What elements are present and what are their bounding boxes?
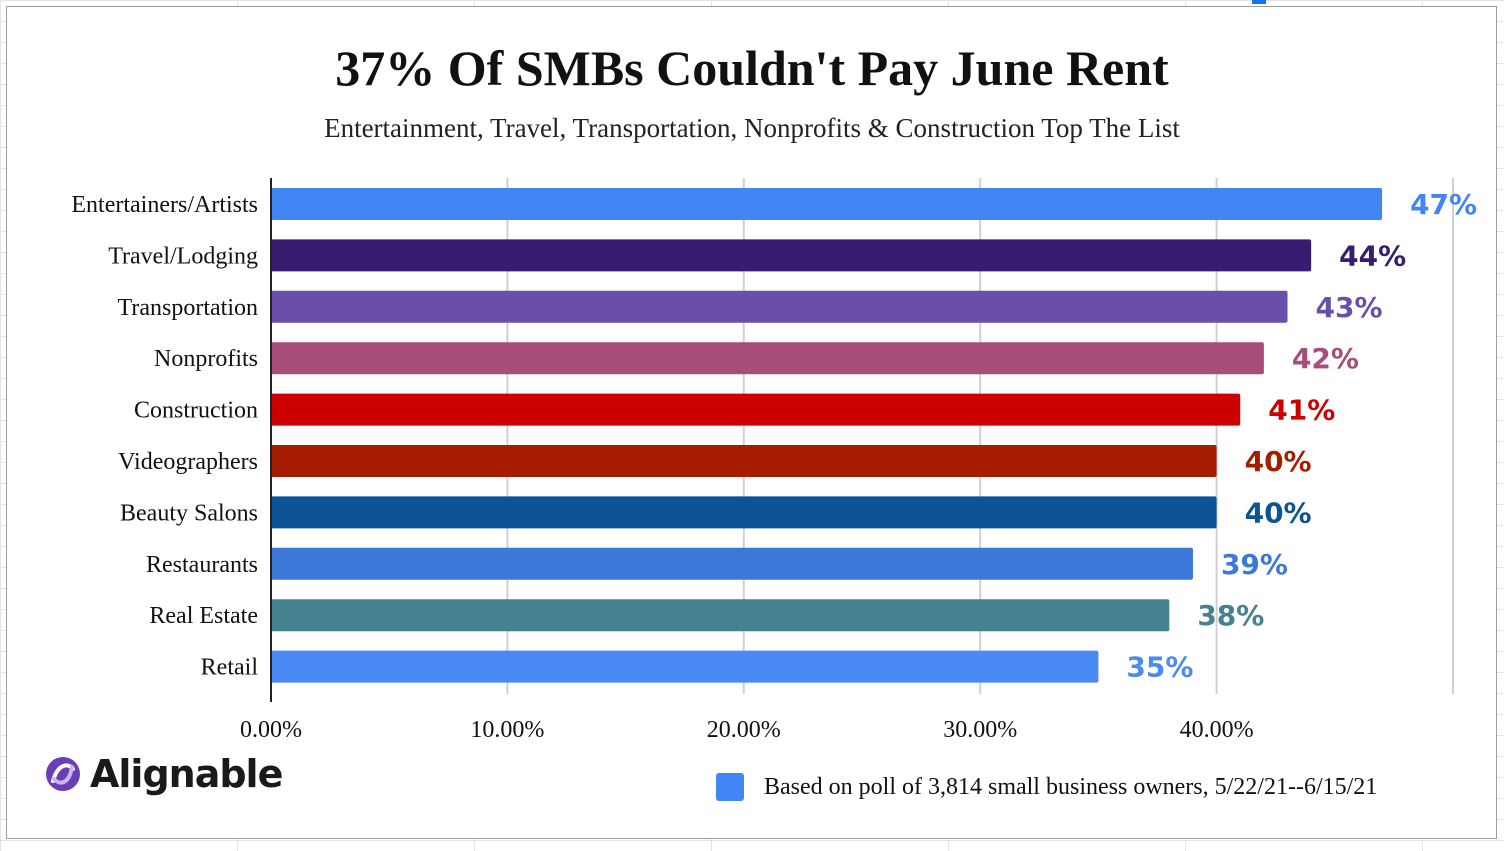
category-label: Beauty Salons <box>120 500 258 526</box>
data-label: 44% <box>1339 239 1406 272</box>
bar <box>271 496 1217 529</box>
bar <box>271 393 1241 426</box>
chart-title: 37% Of SMBs Couldn't Pay June Rent <box>335 40 1169 96</box>
x-tick-label: 30.00% <box>943 717 1017 743</box>
data-label: 40% <box>1245 496 1312 529</box>
category-label: Videographers <box>118 449 258 475</box>
category-label: Travel/Lodging <box>108 243 258 269</box>
data-label: 40% <box>1245 445 1312 478</box>
bar <box>271 547 1193 580</box>
bar <box>271 445 1217 477</box>
bar <box>271 650 1099 683</box>
data-label: 39% <box>1221 548 1288 581</box>
data-label: 43% <box>1316 291 1383 324</box>
legend-swatch <box>716 773 744 801</box>
data-label: 35% <box>1126 651 1193 684</box>
x-tick-label: 20.00% <box>707 717 781 743</box>
selection-marker <box>1252 0 1266 4</box>
data-label: 47% <box>1410 188 1477 221</box>
x-tick-label: 0.00% <box>240 717 302 743</box>
bar <box>271 188 1383 220</box>
x-tick-label: 40.00% <box>1180 717 1254 743</box>
data-label: 38% <box>1197 599 1264 632</box>
x-tick-label: 10.00% <box>470 717 544 743</box>
category-label: Restaurants <box>146 552 258 578</box>
bar <box>271 599 1170 632</box>
chart-subtitle: Entertainment, Travel, Transportation, N… <box>324 113 1180 143</box>
category-label: Transportation <box>118 295 258 321</box>
bar <box>271 239 1312 272</box>
category-label: Construction <box>134 398 258 424</box>
legend-text: Based on poll of 3,814 small business ow… <box>764 773 1378 800</box>
category-label: Entertainers/Artists <box>71 192 258 218</box>
category-label: Nonprofits <box>154 346 258 372</box>
data-label: 41% <box>1268 394 1335 427</box>
category-label: Real Estate <box>149 603 258 629</box>
legend: Based on poll of 3,814 small business ow… <box>716 773 1377 801</box>
alignable-logo: Alignable <box>44 752 283 796</box>
bar <box>271 342 1264 375</box>
brand-name: Alignable <box>90 752 283 796</box>
alignable-logo-icon <box>46 757 80 791</box>
bar <box>271 290 1288 323</box>
category-label: Retail <box>201 655 259 681</box>
data-label: 42% <box>1292 342 1359 375</box>
